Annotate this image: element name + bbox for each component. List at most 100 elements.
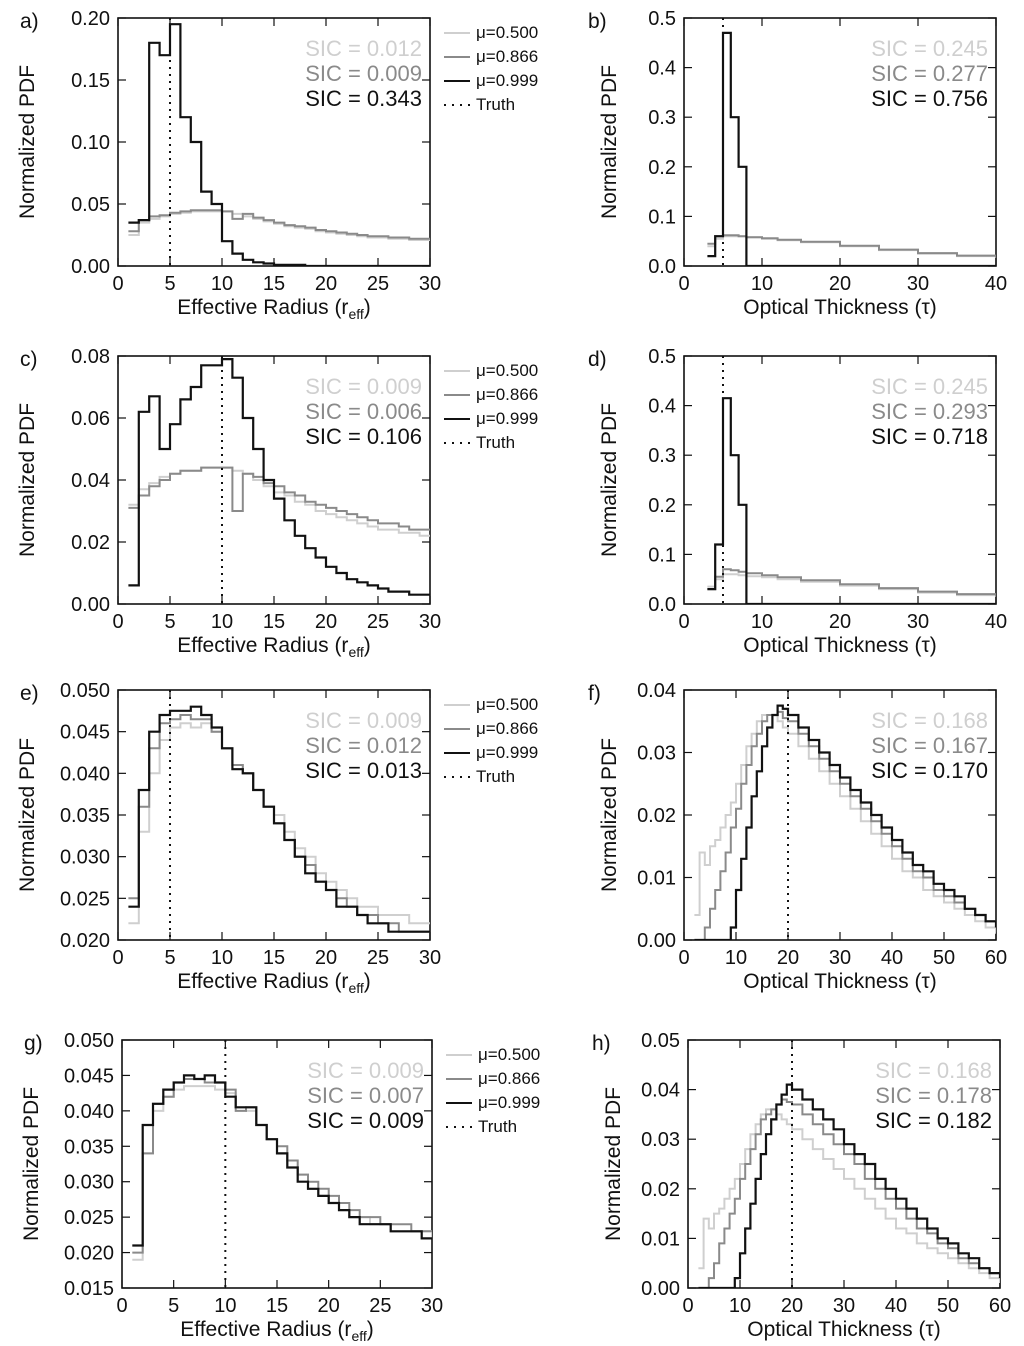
- y-tick-label: 0.020: [60, 930, 110, 952]
- y-tick-label: 0.035: [64, 1136, 114, 1158]
- x-axis-label: Optical Thickness (τ): [743, 634, 936, 657]
- series-group: [128, 358, 430, 596]
- x-tick-label: 40: [885, 1295, 907, 1317]
- y-tick-label: 0.2: [648, 157, 676, 179]
- y-axis-label: Normalized PDF: [16, 403, 39, 557]
- series-line-mu500: [707, 573, 996, 597]
- x-tick-label: 20: [318, 1295, 340, 1317]
- series-line-mu999: [128, 23, 430, 266]
- x-tick-label: 10: [211, 611, 233, 633]
- panel-a: 0 5 10 15 20 25 30 0.00 0.05 0.10 0.15 0.20 Effectiv…: [16, 8, 538, 322]
- panel-d: 0 10 20 30 40 0.0 0.1 0.2 0.3 0.4 0.5 Optical Thick…: [588, 346, 1007, 657]
- x-axis-label-main: Optical Thickness (τ): [743, 296, 936, 319]
- panel-c: 0 5 10 15 20 25 30 0.00 0.02 0.04 0.06 0.08 Effectiv…: [16, 346, 538, 660]
- x-tick-label: 60: [985, 947, 1007, 969]
- panel-b: 0 10 20 30 40 0.0 0.1 0.2 0.3 0.4 0.5 Optical Thick…: [588, 8, 1007, 319]
- x-tick-label: 20: [315, 947, 337, 969]
- y-tick-label: 0.15: [71, 70, 110, 92]
- sic-label: SIC = 0.756: [871, 86, 988, 111]
- y-tick-label: 0.040: [64, 1101, 114, 1123]
- x-tick-label: 0: [112, 947, 123, 969]
- y-tick-label: 0.02: [637, 805, 676, 827]
- legend-label-truth: Truth: [478, 1117, 517, 1136]
- panel-label: h): [592, 1032, 611, 1055]
- x-tick-label: 15: [263, 611, 285, 633]
- y-tick-label: 0.03: [641, 1129, 680, 1151]
- x-axis-label-end: ): [364, 634, 371, 657]
- x-axis-label: Optical Thickness (τ): [743, 970, 936, 993]
- y-tick-label: 0.05: [71, 194, 110, 216]
- legend: μ=0.500 μ=0.866 μ=0.999 Truth: [446, 1045, 540, 1136]
- legend-label-mu866: μ=0.866: [478, 1069, 540, 1088]
- sic-label: SIC = 0.106: [305, 424, 422, 449]
- y-tick-label: 0.1: [648, 544, 676, 566]
- x-axis-label: Effective Radius (reff): [177, 970, 371, 996]
- x-tick-label: 15: [263, 273, 285, 295]
- x-tick-label: 25: [367, 947, 389, 969]
- y-tick-label: 0.20: [71, 8, 110, 30]
- y-tick-label: 0.040: [60, 763, 110, 785]
- y-tick-label: 0.08: [71, 346, 110, 368]
- x-tick-label: 30: [421, 1295, 443, 1317]
- sic-label: SIC = 0.012: [305, 36, 422, 61]
- x-tick-label: 30: [419, 273, 441, 295]
- x-tick-label: 10: [211, 273, 233, 295]
- x-tick-label: 10: [751, 273, 773, 295]
- series-line-mu866: [707, 568, 996, 597]
- y-tick-label: 0.04: [641, 1080, 680, 1102]
- y-tick-label: 0.045: [60, 722, 110, 744]
- x-tick-label: 40: [985, 611, 1007, 633]
- y-tick-label: 0.015: [64, 1278, 114, 1300]
- series-line-mu999: [128, 705, 430, 933]
- x-tick-label: 20: [315, 273, 337, 295]
- legend-label-mu999: μ=0.999: [476, 743, 538, 762]
- legend: μ=0.500 μ=0.866 μ=0.999 Truth: [444, 695, 538, 786]
- y-tick-label: 0.025: [64, 1207, 114, 1229]
- x-tick-label: 5: [164, 273, 175, 295]
- panel-label: a): [20, 10, 39, 33]
- y-tick-label: 0.2: [648, 495, 676, 517]
- sic-label: SIC = 0.245: [871, 36, 988, 61]
- panel-label: g): [24, 1032, 43, 1055]
- y-tick-label: 0.0: [648, 594, 676, 616]
- x-tick-label: 0: [678, 947, 689, 969]
- series-line-mu999: [694, 704, 996, 940]
- y-axis-label: Normalized PDF: [598, 65, 621, 219]
- y-tick-label: 0.5: [648, 8, 676, 30]
- series-line-mu999: [698, 1083, 1000, 1288]
- x-tick-label: 5: [164, 947, 175, 969]
- series-line-mu866: [128, 466, 430, 531]
- panel-label: f): [588, 682, 601, 705]
- y-tick-label: 0.01: [637, 868, 676, 890]
- sic-label: SIC = 0.277: [871, 61, 988, 86]
- x-axis-label-sub: eff: [348, 306, 363, 322]
- y-axis-label: Normalized PDF: [16, 738, 39, 892]
- x-axis-label: Optical Thickness (τ): [747, 1318, 940, 1341]
- panel-label: c): [20, 348, 38, 371]
- legend: μ=0.500 μ=0.866 μ=0.999 Truth: [444, 23, 538, 114]
- x-tick-label: 50: [933, 947, 955, 969]
- x-tick-label: 30: [419, 947, 441, 969]
- y-tick-label: 0.045: [64, 1065, 114, 1087]
- y-tick-label: 0.02: [641, 1179, 680, 1201]
- sic-label: SIC = 0.293: [871, 399, 988, 424]
- sic-label: SIC = 0.182: [875, 1108, 992, 1133]
- x-tick-label: 10: [214, 1295, 236, 1317]
- y-tick-label: 0.02: [71, 532, 110, 554]
- x-tick-label: 30: [419, 611, 441, 633]
- x-axis-label-end: ): [364, 970, 371, 993]
- series-line-mu500: [128, 466, 430, 537]
- sic-label: SIC = 0.178: [875, 1083, 992, 1108]
- x-tick-label: 25: [369, 1295, 391, 1317]
- panel-g: 0 5 10 15 20 25 30 0.015 0.020 0.025 0.030 0.035 0.0…: [20, 1030, 540, 1344]
- sic-label: SIC = 0.012: [305, 733, 422, 758]
- x-tick-label: 50: [937, 1295, 959, 1317]
- y-tick-label: 0.1: [648, 206, 676, 228]
- series-line-mu999: [132, 1074, 432, 1247]
- y-tick-label: 0.04: [71, 470, 110, 492]
- legend-label-mu500: μ=0.500: [476, 23, 538, 42]
- x-axis-label-end: ): [367, 1318, 374, 1341]
- y-axis-label: Normalized PDF: [598, 403, 621, 557]
- series-line-mu999: [128, 358, 430, 596]
- x-tick-label: 20: [781, 1295, 803, 1317]
